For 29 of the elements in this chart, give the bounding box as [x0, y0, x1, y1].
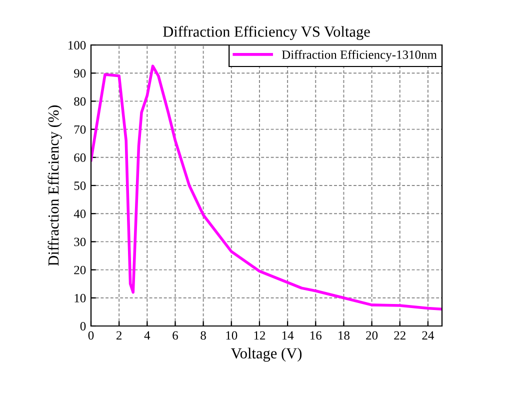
x-tick-label: 24 — [422, 331, 434, 340]
chart-title: Diffraction Efficiency VS Voltage — [163, 26, 370, 40]
x-tick-label: 18 — [338, 331, 350, 340]
legend-label: Diffraction Efficiency-1310nm — [282, 50, 437, 62]
y-tick-label: 90 — [74, 69, 86, 78]
x-tick-label: 22 — [394, 331, 406, 340]
y-tick-label: 80 — [74, 97, 86, 106]
x-tick-label: 8 — [200, 331, 206, 340]
x-tick-label: 10 — [226, 331, 238, 340]
y-tick-label: 40 — [74, 210, 86, 218]
y-tick-label: 70 — [74, 125, 86, 134]
y-tick-label: 60 — [74, 153, 86, 162]
y-tick-label: 100 — [68, 41, 86, 50]
x-tick-label: 0 — [88, 331, 94, 340]
x-tick-label: 2 — [116, 331, 122, 340]
x-tick-label: 14 — [282, 331, 294, 340]
y-tick-label: 0 — [80, 322, 86, 330]
x-tick-label: 12 — [254, 331, 266, 340]
x-tick-label: 20 — [366, 331, 378, 340]
y-axis-title: Diffraction Efficiency (%) — [48, 105, 62, 266]
x-tick-label: 16 — [310, 331, 322, 340]
y-tick-label: 30 — [74, 238, 86, 246]
x-tick-label: 6 — [172, 331, 178, 340]
x-tick-label: 4 — [144, 331, 150, 340]
y-tick-label: 20 — [74, 266, 86, 274]
y-tick-label: 50 — [74, 182, 86, 190]
y-tick-label: 10 — [74, 294, 86, 302]
x-axis-title: Voltage (V) — [230, 348, 302, 362]
line-series — [91, 64, 442, 311]
